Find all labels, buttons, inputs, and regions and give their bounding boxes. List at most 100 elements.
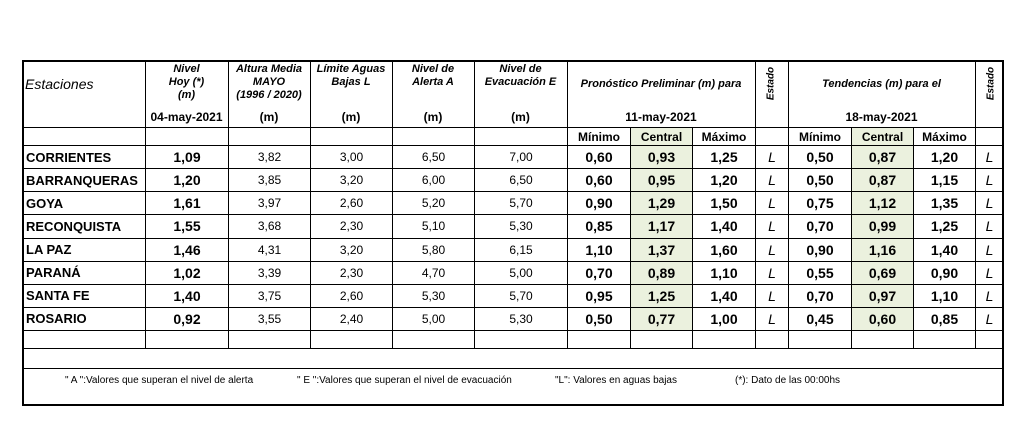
value-cell: 1,40 [145, 283, 229, 308]
value-cell: 0,85 [913, 306, 976, 331]
value-cell: 2,60 [310, 191, 393, 216]
value-cell: 2,60 [310, 283, 393, 308]
label-line: Hoy (*) [168, 76, 205, 88]
value-cell: 4,70 [392, 260, 475, 285]
cell [22, 127, 146, 146]
value-cell: 3,68 [228, 214, 311, 239]
cell [474, 330, 568, 349]
value-cell: 3,97 [228, 191, 311, 216]
cell [755, 127, 789, 146]
value-cell: 0,45 [788, 306, 852, 331]
sub-header: Mínimo [788, 127, 852, 146]
label-line: MAYO [252, 76, 286, 88]
station-name: PARANÁ [22, 260, 146, 285]
value-cell: 1,16 [851, 237, 914, 262]
cell [567, 330, 631, 349]
footnote-row [22, 368, 1004, 406]
value-cell: 1,17 [630, 214, 693, 239]
value-cell: 0,75 [788, 191, 852, 216]
cell [975, 127, 1004, 146]
value-cell: 0,77 [630, 306, 693, 331]
group-title: Tendencias (m) para el [822, 78, 941, 90]
value-cell: 1,35 [913, 191, 976, 216]
value-cell: 1,46 [145, 237, 229, 262]
value-cell: L [755, 283, 789, 308]
group-date: 11-may-2021 [625, 110, 697, 124]
empty-row [22, 348, 1004, 369]
cell [474, 127, 568, 146]
station-name: LA PAZ [22, 237, 146, 262]
value-cell: 5,00 [392, 306, 475, 331]
label-line: Nivel de [499, 63, 542, 75]
value-cell: 1,37 [630, 237, 693, 262]
value-cell: 6,15 [474, 237, 568, 262]
value-cell: 0,93 [630, 145, 693, 170]
cell [913, 330, 976, 349]
value-cell: 0,50 [788, 168, 852, 193]
cell [788, 330, 852, 349]
column-sub: (m) [341, 110, 361, 124]
value-cell: 1,25 [630, 283, 693, 308]
value-cell: 5,20 [392, 191, 475, 216]
value-cell: 1,40 [913, 237, 976, 262]
station-name: SANTA FE [22, 283, 146, 308]
value-cell: 1,02 [145, 260, 229, 285]
sub-header: Máximo [913, 127, 976, 146]
cell [392, 127, 475, 146]
sub-header: Mínimo [567, 127, 631, 146]
sub-header: Central [851, 127, 914, 146]
value-cell: 1,61 [145, 191, 229, 216]
value-cell: L [975, 260, 1004, 285]
estado-label: Estado [985, 66, 997, 101]
value-cell: 0,50 [567, 306, 631, 331]
sub-header: Central [630, 127, 693, 146]
value-cell: L [755, 168, 789, 193]
column-sub: (m) [511, 110, 530, 124]
value-cell: 1,10 [913, 283, 976, 308]
value-cell: 1,20 [145, 168, 229, 193]
cell [310, 330, 393, 349]
value-cell: L [975, 306, 1004, 331]
value-cell: 5,10 [392, 214, 475, 239]
value-cell: 1,10 [567, 237, 631, 262]
value-cell: 0,87 [851, 168, 914, 193]
value-cell: 5,00 [474, 260, 568, 285]
column-label: Límite Aguas Bajas L [310, 63, 392, 89]
value-cell: 3,55 [228, 306, 311, 331]
cell [755, 330, 789, 349]
value-cell: L [755, 237, 789, 262]
value-cell: 1,40 [692, 283, 756, 308]
sub-header: Máximo [692, 127, 756, 146]
value-cell: 0,60 [567, 145, 631, 170]
value-cell: 1,12 [851, 191, 914, 216]
value-cell: 2,40 [310, 306, 393, 331]
value-cell: 1,40 [692, 214, 756, 239]
cell [310, 127, 393, 146]
column-label: Nivel Hoy (*) (m) [145, 63, 228, 102]
value-cell: L [975, 214, 1004, 239]
value-cell: 0,92 [145, 306, 229, 331]
label-line: Alerta A [412, 76, 454, 88]
value-cell: L [755, 260, 789, 285]
value-cell: 5,30 [474, 306, 568, 331]
value-cell: 0,69 [851, 260, 914, 285]
value-cell: 0,70 [567, 260, 631, 285]
value-cell: 0,55 [788, 260, 852, 285]
cell [630, 330, 693, 349]
value-cell: 7,00 [474, 145, 568, 170]
station-name: ROSARIO [22, 306, 146, 331]
column-sub: (m) [259, 110, 279, 124]
value-cell: 0,60 [851, 306, 914, 331]
label-line: Nivel [173, 63, 200, 75]
value-cell: 1,15 [913, 168, 976, 193]
value-cell: 1,25 [913, 214, 976, 239]
value-cell: 2,30 [310, 260, 393, 285]
value-cell: 5,80 [392, 237, 475, 262]
group-title: Pronóstico Preliminar (m) para [580, 78, 742, 90]
label-line: Bajas L [331, 76, 371, 88]
column-label: Nivel de Alerta A [392, 63, 474, 89]
value-cell: 0,90 [788, 237, 852, 262]
value-cell: 0,97 [851, 283, 914, 308]
value-cell: 0,70 [788, 283, 852, 308]
value-cell: 0,50 [788, 145, 852, 170]
